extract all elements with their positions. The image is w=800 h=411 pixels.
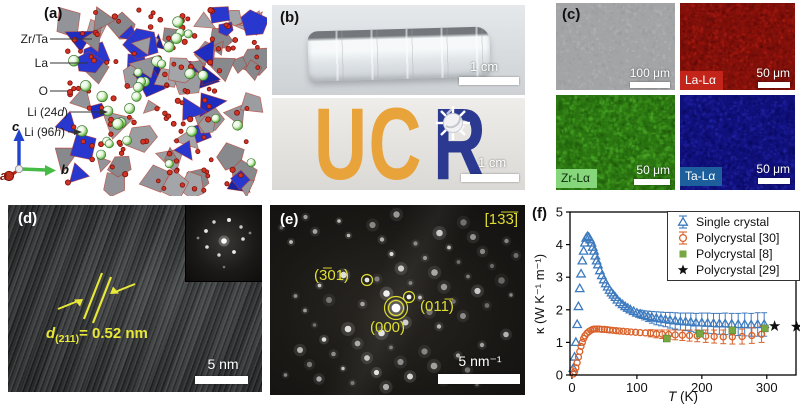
labeled-spots bbox=[364, 277, 412, 317]
la-map-badge: La-Lα bbox=[680, 71, 723, 90]
panel-e-label: (e) bbox=[280, 211, 299, 228]
panel-d-label: (d) bbox=[18, 210, 38, 227]
b-axis-label: b bbox=[61, 162, 69, 177]
scale-bar-la bbox=[758, 82, 790, 88]
svg-text:300: 300 bbox=[756, 380, 778, 395]
svg-text:2: 2 bbox=[556, 302, 563, 317]
scale-bar-b-bottom bbox=[461, 174, 519, 182]
panel-c-zr-map: Zr-Lα 50 μm bbox=[556, 95, 675, 190]
panel-c-ta-map: Ta-Lα 50 μm bbox=[680, 95, 795, 190]
zone-axis-label: [13̅3̅] bbox=[484, 211, 518, 228]
ucr-letter-u: U bbox=[314, 98, 369, 190]
leader-lines-and-axes bbox=[3, 38, 108, 182]
legend-row-single-crystal: Single crystal bbox=[672, 214, 799, 230]
scale-text-sem: 100 μm bbox=[629, 66, 670, 80]
panel-c-sem-image: (c) 100 μm bbox=[556, 3, 675, 90]
svg-text:0: 0 bbox=[556, 368, 563, 383]
ucr-sun-icon bbox=[436, 106, 470, 140]
scale-text-zr: 50 μm bbox=[636, 163, 670, 177]
panel-a-crystal-structure: (a) Zr/Ta La O Li (24d) Li (96h) c b a bbox=[0, 0, 268, 202]
series-polycrystal-29- bbox=[768, 320, 800, 332]
ta-map-badge: Ta-Lα bbox=[680, 167, 723, 186]
scale-text-d: 5 nm bbox=[207, 356, 239, 372]
leader-arrowheads bbox=[74, 109, 108, 135]
panel-f-chart: 0 100 200 300 0 1 2 3 4 5 (f) κ (W K⁻¹ m⁻¹) T (K)… bbox=[528, 202, 800, 411]
svg-text:4: 4 bbox=[556, 237, 563, 252]
panel-c-label: (c) bbox=[562, 6, 581, 23]
series-polycrystal-8- bbox=[663, 324, 769, 343]
label-la: La bbox=[34, 56, 48, 70]
chart-legend: Single crystal Polycrystal [30] Polycrys… bbox=[667, 211, 800, 281]
spot-label-011: (011̅) bbox=[420, 298, 454, 315]
label-zr-ta: Zr/Ta bbox=[20, 32, 48, 46]
d-spacing-text: d(211)= 0.52 nm bbox=[46, 325, 148, 345]
crystal-structure-rendering bbox=[55, 6, 267, 196]
panel-b-ucr-logo-photo: UCR 1 cm bbox=[272, 98, 525, 190]
crystal-facets bbox=[307, 26, 491, 82]
panel-e-diffraction: (e) [13̅3̅] (3̅01) (011̅) (000) 5 nm⁻¹ bbox=[270, 205, 525, 395]
scale-bar-sem bbox=[630, 82, 670, 88]
svg-text:1: 1 bbox=[556, 335, 563, 350]
svg-text:100: 100 bbox=[626, 380, 648, 395]
scale-bar-b-top bbox=[459, 77, 519, 85]
scale-bar-ta bbox=[758, 178, 790, 184]
polyhedra-layer bbox=[55, 6, 267, 196]
axis-arrows bbox=[3, 129, 56, 182]
legend-marker-polycrystal-30 bbox=[678, 231, 688, 245]
svg-text:5: 5 bbox=[556, 205, 563, 220]
scale-text-la: 50 μm bbox=[756, 66, 790, 80]
single-crystal-rod bbox=[307, 26, 491, 82]
chart-plot-area: 0 100 200 300 0 1 2 3 4 5 bbox=[556, 205, 800, 396]
label-o: O bbox=[38, 84, 48, 98]
x-axis-label: T (K) bbox=[668, 389, 698, 404]
diffraction-spots-layer bbox=[277, 207, 522, 394]
legend-marker-polycrystal-8 bbox=[679, 250, 687, 258]
axes: 0 100 200 300 0 1 2 3 4 5 bbox=[556, 205, 778, 396]
spot-label-000: (000) bbox=[370, 319, 406, 336]
scale-text-b-top: 1 cm bbox=[470, 59, 499, 74]
svg-text:0: 0 bbox=[568, 380, 575, 395]
panel-a-label: (a) bbox=[44, 5, 63, 22]
panel-d-hrtem: (d) d(211)= 0.52 nm 5 nm bbox=[8, 205, 262, 392]
c-axis-label: c bbox=[12, 119, 20, 134]
panel-b-crystal-photo: (b) 1 cm bbox=[272, 5, 525, 95]
series-polycrystal-30- bbox=[569, 325, 766, 378]
oxygen-layer bbox=[64, 7, 261, 193]
scale-text-ta: 50 μm bbox=[756, 162, 790, 176]
lattice-spots bbox=[277, 207, 522, 394]
scale-bar-e bbox=[438, 374, 520, 384]
fft-inset bbox=[185, 205, 262, 282]
panel-f-label: (f) bbox=[532, 205, 547, 222]
d-spacing-annotation bbox=[57, 272, 136, 324]
label-li-24d: Li (24d) bbox=[27, 105, 68, 119]
scale-text-e: 5 nm⁻¹ bbox=[458, 353, 502, 369]
sem-micrograph bbox=[556, 3, 675, 90]
a-axis-atom bbox=[3, 170, 15, 182]
zr-map-badge: Zr-Lα bbox=[556, 169, 597, 188]
diffraction-annotations bbox=[360, 273, 416, 321]
origin-atom bbox=[14, 164, 24, 174]
legend-row-polycrystal-8: Polycrystal [8] bbox=[672, 246, 799, 262]
panel-c-la-map: La-Lα 50 μm bbox=[680, 3, 795, 90]
fft-spots bbox=[196, 218, 252, 269]
ucr-letter-c: C bbox=[368, 98, 423, 190]
svg-text:3: 3 bbox=[556, 270, 563, 285]
a-axis-label: a bbox=[0, 168, 8, 183]
legend-marker-polycrystal-29 bbox=[677, 264, 689, 275]
svg-text:200: 200 bbox=[691, 380, 713, 395]
legend-row-polycrystal-29: Polycrystal [29] bbox=[672, 262, 799, 278]
scale-text-b-bottom: 1 cm bbox=[478, 155, 507, 170]
legend-row-polycrystal-30: Polycrystal [30] bbox=[672, 230, 799, 246]
label-li-96h: Li (96h) bbox=[24, 125, 65, 139]
spot-label-301: (3̅01) bbox=[314, 267, 350, 284]
y-axis-label: κ (W K⁻¹ m⁻¹) bbox=[532, 253, 547, 335]
scale-bar-zr bbox=[634, 179, 670, 185]
scale-bar-d bbox=[195, 376, 248, 384]
legend-marker-single-crystal bbox=[677, 215, 689, 229]
lithium-layer bbox=[68, 16, 256, 169]
panel-b-label: (b) bbox=[280, 9, 300, 26]
